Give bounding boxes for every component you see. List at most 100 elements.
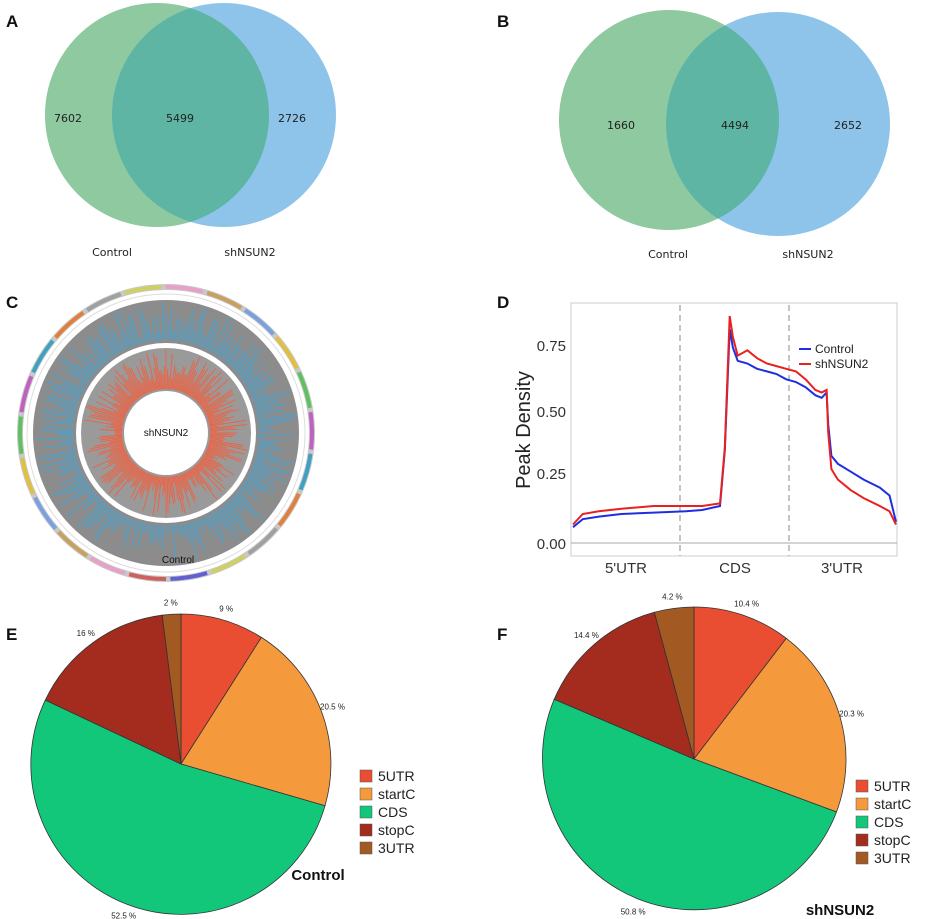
control-peak: [257, 409, 284, 416]
legend-swatch-5utr: [359, 769, 373, 783]
control-peak: [257, 445, 284, 451]
control-peak: [45, 452, 76, 461]
shnsun2-peak: [193, 390, 201, 400]
shnsun2-peak: [172, 476, 175, 483]
control-peak: [172, 525, 176, 558]
venn-a: 7602 5499 2726 Control shNSUN2: [45, 3, 336, 259]
control-peak: [176, 525, 179, 535]
shnsun2-peak: [89, 441, 124, 450]
control-peak: [243, 483, 251, 489]
control-peak: [81, 385, 85, 389]
pie-slice-5utr: [693, 606, 787, 761]
shnsun2-peak: [205, 399, 236, 415]
shnsun2-peak: [167, 375, 170, 390]
shnsun2-peak: [191, 468, 204, 485]
control-peak: [233, 495, 256, 517]
control-peak: [214, 324, 234, 355]
shnsun2-peak: [100, 407, 126, 418]
shnsun2-peak: [110, 425, 123, 428]
venn-a-left-label: Control: [92, 246, 132, 259]
control-peak: [254, 399, 277, 407]
shnsun2-peak: [114, 395, 131, 408]
legend-swatch-5utr: [855, 779, 869, 793]
shnsun2-peak: [93, 440, 123, 447]
shnsun2-peak: [183, 473, 196, 500]
y-tick-label: 0.50: [537, 404, 566, 421]
shnsun2-peak: [100, 437, 123, 441]
venn-b-left-count: 1660: [607, 119, 635, 132]
shnsun2-peak: [208, 414, 228, 421]
shnsun2-peak: [84, 419, 123, 427]
control-peak: [249, 473, 263, 482]
shnsun2-peak: [172, 369, 177, 390]
control-peak: [137, 307, 147, 343]
shnsun2-peak: [114, 369, 139, 400]
chromosome-ideogram-ring: [17, 284, 315, 582]
control-peak: [210, 514, 226, 540]
shnsun2-peak: [209, 427, 234, 430]
control-peak: [60, 485, 90, 507]
control-peak: [200, 518, 205, 526]
control-peak: [196, 520, 200, 528]
shnsun2-peak: [107, 448, 126, 456]
control-peak: [258, 443, 278, 447]
shnsun2-peak: [171, 476, 176, 503]
legend-swatch-stopc: [855, 833, 869, 847]
control-peak: [129, 312, 140, 345]
control-peak: [121, 516, 126, 523]
control-peak: [254, 459, 265, 463]
shnsun2-peak: [188, 369, 205, 396]
shnsun2-peak: [203, 392, 233, 411]
shnsun2-peak: [209, 439, 243, 446]
shnsun2-peak: [122, 366, 143, 397]
legend-swatch-startc: [855, 797, 869, 811]
chromosome-band: [89, 556, 126, 576]
venn-a-overlap: [112, 3, 269, 227]
shnsun2-peak: [199, 379, 229, 405]
control-peak: [60, 359, 90, 381]
control-peak: [110, 512, 120, 528]
control-peak: [130, 521, 140, 550]
control-peak: [36, 437, 74, 440]
shnsun2-peak: [111, 422, 123, 426]
control-peak: [123, 518, 132, 537]
control-peak: [128, 317, 138, 345]
chromosome-band: [298, 453, 313, 491]
shnsun2-peak: [207, 447, 243, 461]
shnsun2-peak: [204, 453, 213, 459]
pie-percent-label: 4.2 %: [662, 592, 682, 601]
shnsun2-peak: [209, 425, 219, 428]
shnsun2-peak: [107, 461, 133, 483]
control-peak: [258, 439, 282, 442]
control-peak: [42, 411, 75, 418]
shnsun2-peak: [157, 476, 162, 513]
legend-label-3utr: 3UTR: [874, 850, 911, 866]
shnsun2-peak: [160, 369, 163, 390]
shnsun2-peak: [162, 373, 165, 390]
control-peak: [122, 519, 134, 548]
shnsun2-peak: [126, 379, 141, 398]
shnsun2-peak: [186, 471, 196, 487]
shnsun2-peak: [154, 380, 158, 391]
control-peak: [214, 511, 226, 529]
shnsun2-peak: [199, 461, 223, 482]
control-peak: [98, 330, 116, 356]
shnsun2-peak: [203, 455, 235, 475]
control-peak: [85, 350, 102, 367]
control-peak: [223, 337, 244, 361]
panel-label-c: C: [6, 293, 18, 312]
shnsun2-peak: [126, 466, 138, 480]
shnsun2-peak: [112, 396, 130, 409]
control-peak: [120, 517, 128, 530]
shnsun2-peak: [109, 439, 123, 443]
control-peak: [44, 443, 74, 449]
series-line-shnsun2: [572, 315, 897, 526]
control-peak: [216, 341, 227, 356]
shnsun2-peak: [194, 466, 201, 473]
shnsun2-peak: [195, 464, 223, 492]
control-peak: [74, 362, 93, 377]
control-peak: [80, 382, 87, 387]
control-peak: [66, 481, 88, 495]
shnsun2-peak: [167, 476, 171, 505]
control-peak: [208, 340, 215, 351]
